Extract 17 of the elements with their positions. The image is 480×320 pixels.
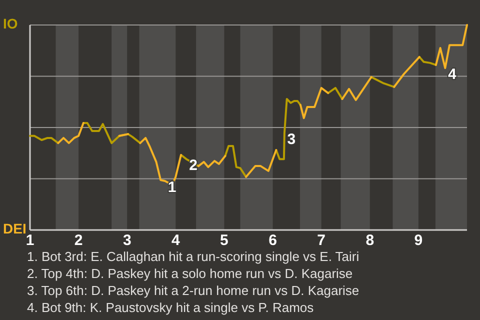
x-tick-label: 4	[171, 232, 180, 249]
x-tick-label: 3	[122, 232, 132, 249]
x-tick-label: 6	[268, 232, 277, 249]
x-tick-label: 2	[74, 232, 83, 249]
text: DEI	[3, 220, 26, 237]
annotation: 3	[287, 131, 296, 148]
x-tick-label: 5	[220, 232, 228, 249]
text: 1. Bot 3rd: E. Callaghan hit a run-scoring single vs E. Tairi	[27, 249, 360, 264]
text: IO	[3, 16, 18, 32]
text: 4. Bot 9th: K. Paustovsky hit a single vs P. Ramos	[27, 300, 314, 315]
x-tick-label: 7	[317, 232, 326, 249]
annotation: 4	[448, 66, 457, 84]
x-tick-label: 9	[414, 232, 423, 249]
text: 3. Top 6th: D. Paskey hit a 2-run home run vs D. Kagarise	[27, 283, 360, 298]
x-tick-label: 8	[366, 232, 374, 249]
text: 2. Top 4th: D. Paskey hit a solo home run vs D. Kagarise	[27, 266, 353, 281]
x-tick-label: 1	[26, 232, 34, 249]
